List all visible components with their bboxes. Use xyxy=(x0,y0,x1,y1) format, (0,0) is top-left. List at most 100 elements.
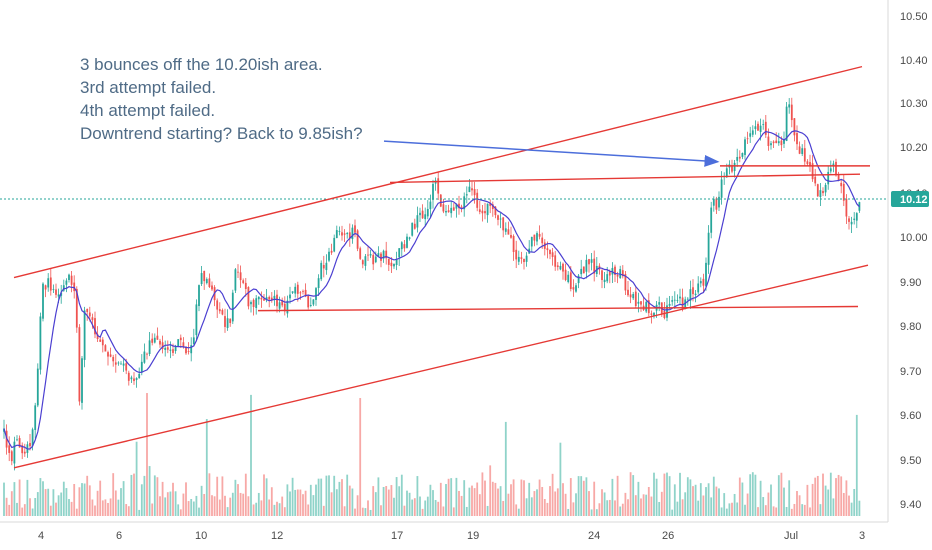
candle-body xyxy=(476,192,479,208)
volume-bar xyxy=(629,472,632,516)
candle-body xyxy=(478,209,481,212)
candle-body xyxy=(507,229,510,235)
candle-body xyxy=(770,143,772,146)
candle-body xyxy=(86,308,89,312)
candle-body xyxy=(801,148,804,155)
annotation-arrow[interactable] xyxy=(383,140,720,167)
candle-body xyxy=(822,190,824,194)
volume-bar xyxy=(192,501,195,516)
candle-body xyxy=(169,349,172,351)
candle-body xyxy=(562,263,564,272)
volume-bar xyxy=(530,497,533,516)
candle-body xyxy=(764,121,767,135)
volume-bar xyxy=(744,504,746,516)
price-axis[interactable]: 10.50 10.40 10.30 10.20 10.10 10.00 9.90… xyxy=(900,11,928,511)
candle-body xyxy=(239,272,242,281)
candle-body xyxy=(541,237,544,244)
volume-bar xyxy=(49,505,52,516)
volume-bar xyxy=(21,507,24,516)
volume-bar xyxy=(515,504,518,516)
volume-bar xyxy=(179,509,182,516)
candle-body xyxy=(684,299,687,309)
candle-body xyxy=(270,297,273,301)
candle-body xyxy=(567,274,570,283)
volume-bar xyxy=(679,472,681,516)
volume-bar xyxy=(55,502,57,516)
volume-bar xyxy=(692,486,694,516)
x-tick-label: 19 xyxy=(467,530,479,542)
candle-body xyxy=(302,290,304,292)
volume-bar xyxy=(78,487,81,516)
volume-bar xyxy=(424,500,427,516)
volume-bar xyxy=(824,485,827,516)
volume-bar xyxy=(608,499,611,516)
volume-bar xyxy=(18,479,21,516)
candle-body xyxy=(663,310,666,318)
candle-body xyxy=(278,302,281,309)
volume-bar xyxy=(627,499,629,516)
volume-bar xyxy=(585,477,588,516)
volume-bar xyxy=(681,499,684,516)
candle-body xyxy=(335,230,338,239)
volume-bar xyxy=(338,481,341,516)
candle-body xyxy=(640,301,642,305)
candle-body xyxy=(471,188,473,191)
candle-body xyxy=(751,130,754,135)
candle-body xyxy=(710,207,713,233)
volume-bar xyxy=(317,478,320,516)
volume-bar xyxy=(712,476,715,516)
candle-body xyxy=(679,296,681,299)
volume-bar xyxy=(387,489,390,516)
volume-bar xyxy=(460,495,463,516)
candle-body xyxy=(330,250,333,253)
candle-body xyxy=(725,168,728,178)
candle-body xyxy=(179,337,182,341)
candle-body xyxy=(83,310,86,360)
volume-bar xyxy=(442,506,445,516)
candle-body xyxy=(556,265,559,268)
volume-bar xyxy=(731,502,733,516)
volume-bar xyxy=(588,491,590,516)
candle-body xyxy=(416,215,419,228)
candle-body xyxy=(36,368,39,406)
candle-body xyxy=(244,282,247,289)
candle-body xyxy=(161,342,164,349)
candle-body xyxy=(549,249,551,255)
candle-body xyxy=(754,126,757,130)
candle-body xyxy=(34,405,37,430)
candle-body xyxy=(322,264,325,269)
candle-body xyxy=(276,294,278,307)
volume-bar xyxy=(341,479,343,516)
candle-body xyxy=(468,186,471,193)
volume-bar xyxy=(725,508,728,516)
y-tick-label: 9.50 xyxy=(900,455,921,467)
annotation-text[interactable]: 3 bounces off the 10.20ish area. 3rd att… xyxy=(80,55,363,143)
time-axis[interactable]: 4 6 10 12 17 19 24 26 Jul 3 xyxy=(38,530,865,542)
candle-body xyxy=(517,256,520,262)
volume-bar xyxy=(593,481,596,516)
volume-bar xyxy=(549,486,551,516)
candle-body xyxy=(530,236,533,247)
volume-bar xyxy=(689,479,692,516)
candle-body xyxy=(117,362,120,364)
candle-body xyxy=(842,183,845,201)
annotation-line-2: 3rd attempt failed. xyxy=(80,78,216,97)
x-tick-label: 17 xyxy=(391,530,403,542)
trendlines[interactable] xyxy=(13,65,870,469)
candle-body xyxy=(538,233,541,237)
candle-body xyxy=(762,124,765,125)
candle-body xyxy=(837,174,840,181)
candle-body xyxy=(749,133,752,137)
candle-body xyxy=(356,230,359,249)
candle-body xyxy=(156,335,159,340)
annotation-line-1: 3 bounces off the 10.20ish area. xyxy=(80,55,323,74)
volume-bar xyxy=(780,472,783,516)
volume-bar xyxy=(541,486,544,516)
volume-bar xyxy=(26,479,29,516)
candle-body xyxy=(380,253,382,261)
volume-bar xyxy=(637,481,640,516)
volume-bar xyxy=(749,474,752,516)
volume-bar xyxy=(190,498,193,516)
candle-body xyxy=(294,286,297,294)
